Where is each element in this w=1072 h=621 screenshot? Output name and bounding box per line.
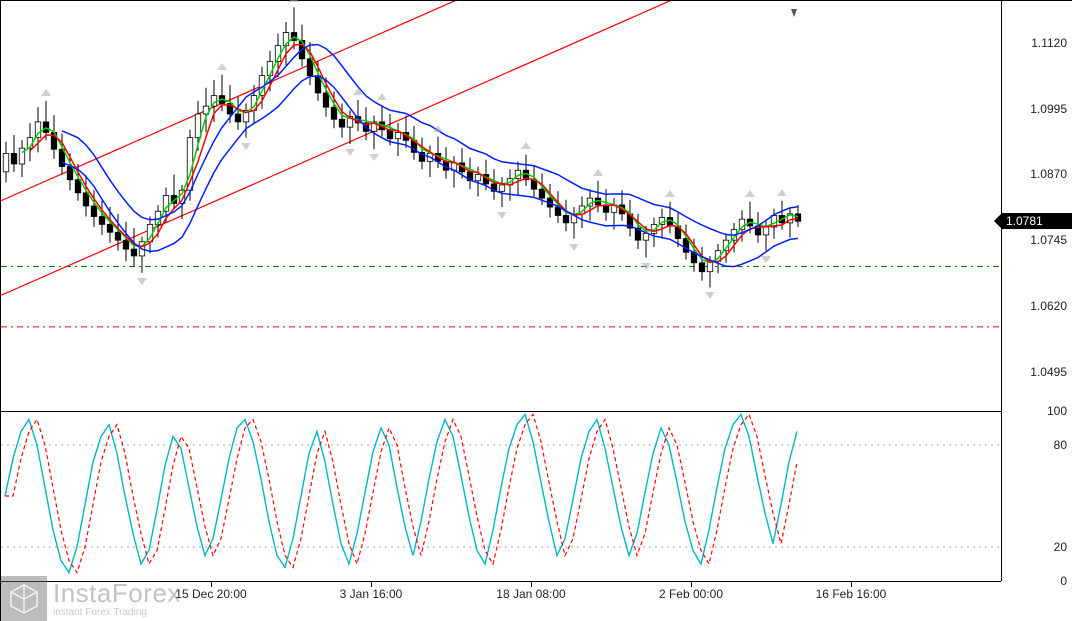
fractal-up-icon bbox=[777, 189, 787, 196]
price-tick-label: 1.0620 bbox=[1030, 299, 1067, 313]
price-panel[interactable] bbox=[1, 1, 1001, 412]
fractal-down-icon bbox=[345, 149, 355, 156]
fractal-up-icon bbox=[665, 190, 675, 197]
fractal-up-icon bbox=[521, 142, 531, 149]
fractal-up-icon bbox=[377, 93, 387, 100]
time-axis: 15 Dec 20:00 3 Jan 16:00 18 Jan 08:00 2 Feb… bbox=[1, 581, 1001, 621]
fractal-up-icon bbox=[353, 88, 363, 95]
fractal-up-icon bbox=[745, 190, 755, 197]
fractal-down-icon bbox=[569, 244, 579, 251]
osc-tick-label: 80 bbox=[1054, 438, 1067, 452]
fractal-up-icon bbox=[593, 169, 603, 176]
price-tick-label: 1.0870 bbox=[1030, 167, 1067, 181]
price-tick-label: 1.0745 bbox=[1030, 233, 1067, 247]
fractal-down-icon bbox=[705, 292, 715, 299]
fractal-up-icon bbox=[433, 125, 443, 132]
fractal-down-icon bbox=[761, 256, 771, 263]
oscillator-svg bbox=[1, 411, 1001, 581]
time-tick-label: 15 Dec 20:00 bbox=[175, 587, 246, 601]
time-tick-label: 3 Jan 16:00 bbox=[340, 587, 403, 601]
price-tick-label: 1.0995 bbox=[1030, 102, 1067, 116]
price-tick-label: 1.1120 bbox=[1031, 36, 1067, 50]
oscillator-panel[interactable] bbox=[1, 411, 1001, 582]
fractal-up-icon bbox=[217, 63, 227, 70]
time-tick-label: 18 Jan 08:00 bbox=[496, 587, 565, 601]
fractal-down-icon bbox=[241, 143, 251, 150]
time-tick-label: 16 Feb 16:00 bbox=[816, 587, 887, 601]
fractal-down-icon bbox=[497, 212, 507, 219]
fractal-down-icon bbox=[137, 278, 147, 285]
y-axis: 1.1120 1.0995 1.0870 1.0745 1.0620 1.0495 100 8… bbox=[1001, 1, 1072, 581]
osc-tick-label: 20 bbox=[1054, 540, 1067, 554]
price-tick-label: 1.0495 bbox=[1030, 365, 1067, 379]
current-price-marker: 1.0781 bbox=[1002, 213, 1072, 229]
fractal-up-icon bbox=[41, 89, 51, 96]
osc-tick-label: 0 bbox=[1060, 574, 1067, 588]
forex-chart: 15 Dec 20:00 3 Jan 16:00 18 Jan 08:00 2 Feb… bbox=[0, 0, 1072, 621]
fractal-down-icon bbox=[641, 263, 651, 270]
fractal-up-icon bbox=[289, 0, 299, 2]
current-price-value: 1.0781 bbox=[1002, 213, 1072, 229]
price-svg bbox=[1, 1, 1001, 411]
time-tick-label: 2 Feb 00:00 bbox=[659, 587, 723, 601]
osc-tick-label: 100 bbox=[1047, 404, 1067, 418]
fractal-down-icon bbox=[369, 154, 379, 161]
